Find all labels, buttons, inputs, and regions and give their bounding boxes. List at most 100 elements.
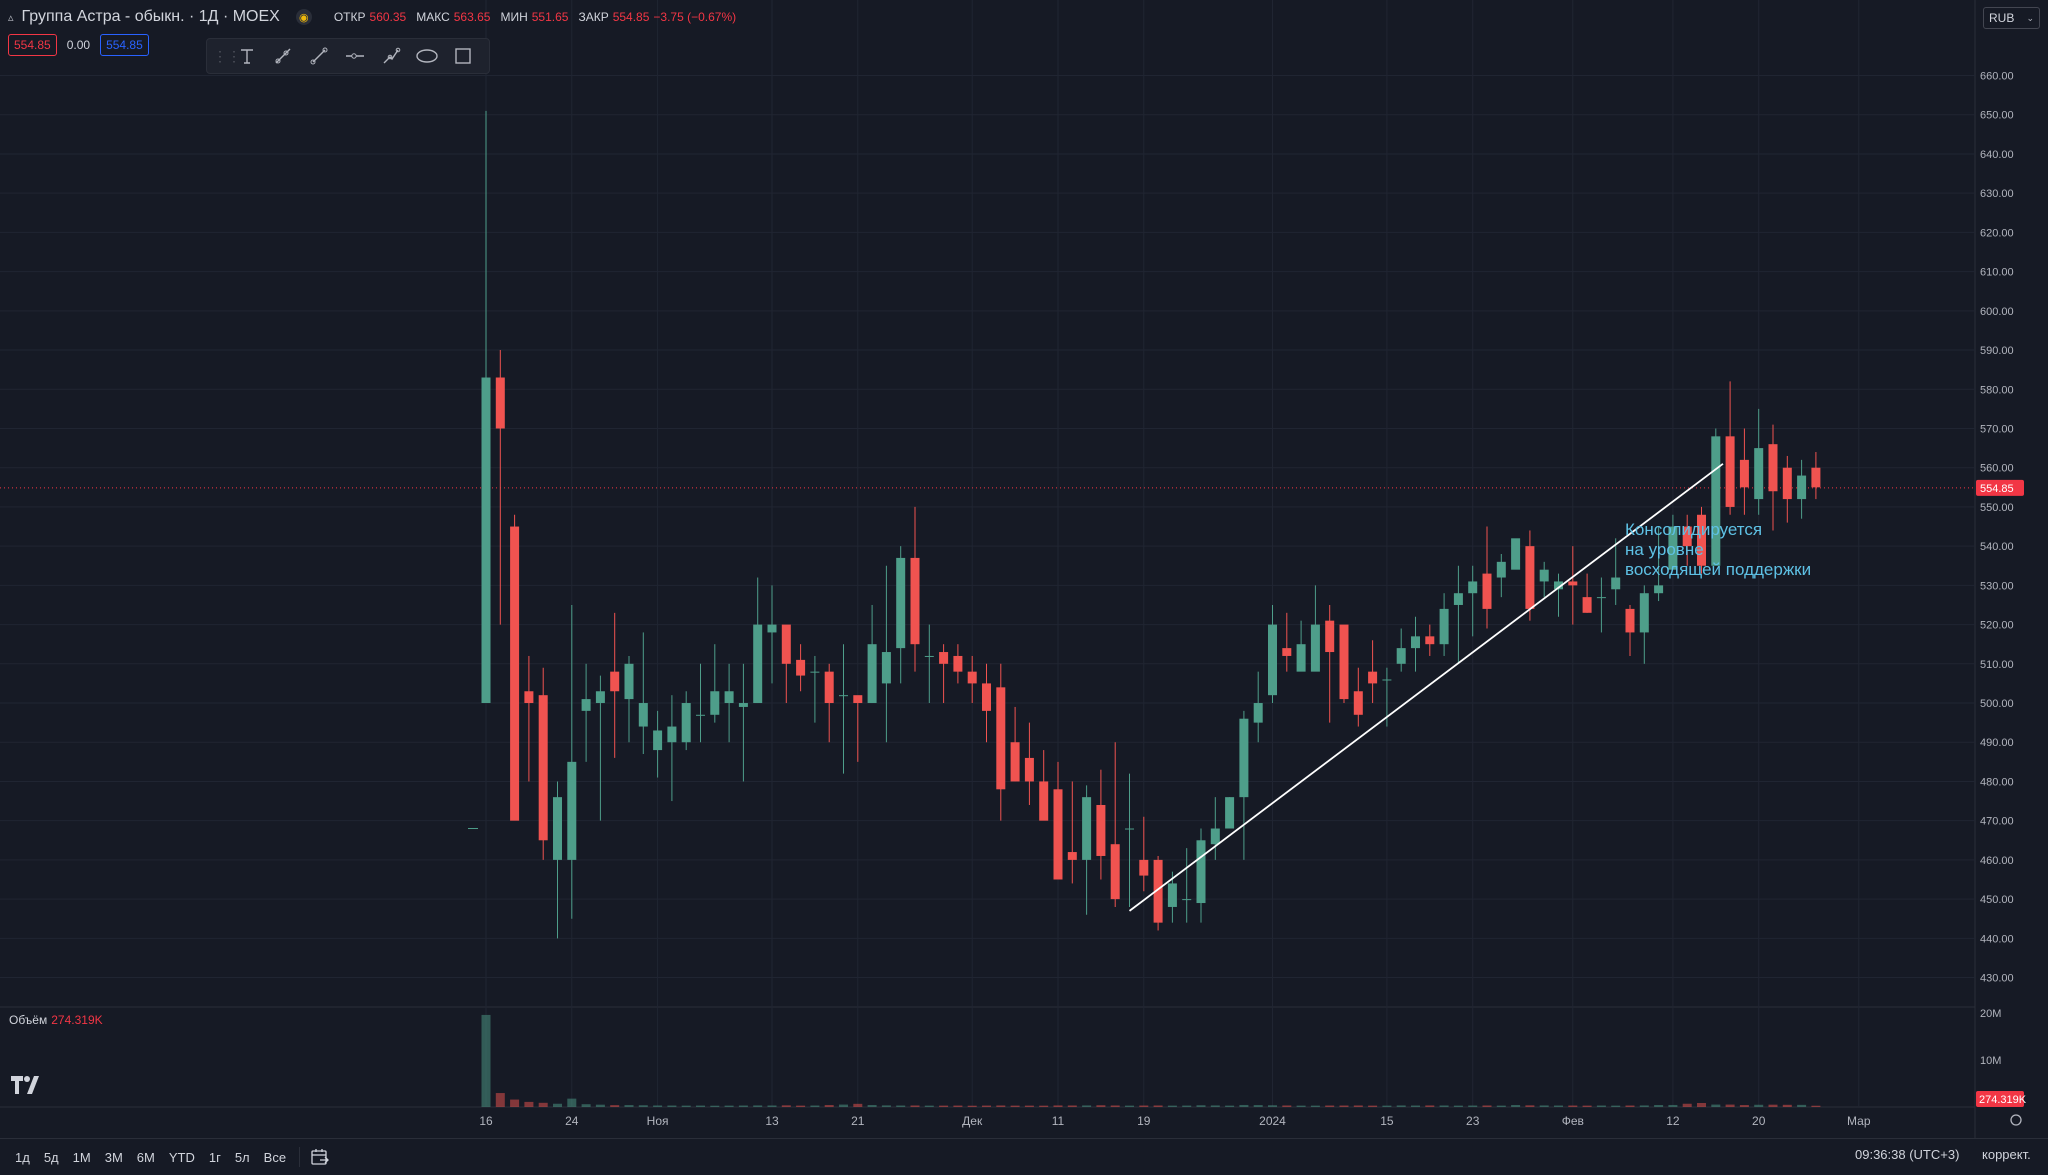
- x-tick-label: 19: [1137, 1114, 1151, 1128]
- collapse-arrow-icon[interactable]: ▵: [8, 11, 14, 24]
- period-1d-button[interactable]: 1д: [15, 1149, 30, 1165]
- symbol-title[interactable]: Группа Астра - обыкн. · 1Д · MOEX: [21, 8, 280, 25]
- candle-body: [610, 671, 620, 692]
- candle-body: [510, 526, 520, 821]
- ellipse-icon[interactable]: [411, 41, 443, 71]
- volume-bar: [910, 1105, 920, 1107]
- period-3m-button[interactable]: 3М: [104, 1149, 123, 1165]
- candle-body: [1325, 620, 1335, 653]
- sell-price-chip[interactable]: 554.85: [8, 34, 57, 56]
- volume-tick-label: 10M: [1980, 1055, 2001, 1067]
- period-ytd-button[interactable]: YTD: [168, 1149, 195, 1165]
- exchange-flag-icon: ◉: [295, 9, 312, 25]
- candle-body: [495, 377, 505, 429]
- period-5y-button[interactable]: 5л: [234, 1149, 250, 1165]
- clock-readout[interactable]: 09:36:38 (UTC+3): [1855, 1147, 1960, 1162]
- candle-body: [1482, 573, 1492, 609]
- text-tool-icon[interactable]: [231, 41, 263, 71]
- volume-bar: [567, 1098, 577, 1107]
- symbol-legend[interactable]: ▵ Группа Астра - обыкн. · 1Д · MOEX ◉ ОТ…: [8, 8, 736, 26]
- candle-body: [1353, 691, 1363, 715]
- x-tick-label: Ноя: [647, 1114, 669, 1128]
- candle-body: [1196, 840, 1206, 904]
- y-tick-label: 590.00: [1980, 345, 2014, 357]
- currency-select[interactable]: RUB ⌄: [1983, 7, 2040, 29]
- candle-body: [1525, 546, 1535, 609]
- volume-bar: [1125, 1105, 1134, 1107]
- candle-body: [538, 695, 548, 841]
- volume-bar: [1268, 1105, 1277, 1107]
- candle-body: [1024, 757, 1034, 782]
- candle-body: [967, 671, 977, 684]
- volume-bar: [1739, 1105, 1749, 1107]
- y-tick-label: 620.00: [1980, 227, 2014, 239]
- candle-body: [1797, 475, 1807, 500]
- candle-body: [1167, 883, 1177, 907]
- drag-handle-icon[interactable]: ⋮⋮: [213, 47, 241, 64]
- candle-body: [1768, 444, 1778, 492]
- candle-body: [1096, 804, 1106, 856]
- volume-bar: [1067, 1105, 1077, 1107]
- candle-body: [1225, 797, 1235, 829]
- volume-bar: [1296, 1105, 1306, 1107]
- volume-bar: [1039, 1105, 1049, 1107]
- candle-body: [567, 761, 577, 860]
- volume-bar: [653, 1105, 663, 1107]
- drawing-toolbar: ⋮⋮: [206, 38, 490, 74]
- volume-bar: [1225, 1105, 1235, 1107]
- spread-value: 0.00: [66, 38, 91, 52]
- trend-line-icon[interactable]: [303, 41, 335, 71]
- y-tick-label: 520.00: [1980, 620, 2014, 632]
- period-6m-button[interactable]: 6М: [136, 1149, 155, 1165]
- period-1m-button[interactable]: 1М: [72, 1149, 91, 1165]
- candle-body: [1711, 436, 1721, 566]
- y-tick-label: 470.00: [1980, 816, 2014, 828]
- price-chart[interactable]: 430.00 440.00 450.00 460.00 470.00 480.00 490.…: [0, 0, 2048, 1138]
- period-all-button[interactable]: Все: [263, 1149, 287, 1165]
- candle-body: [696, 714, 705, 716]
- candle-body: [1554, 581, 1563, 590]
- candle-body: [710, 691, 720, 715]
- rectangle-icon[interactable]: [447, 41, 479, 71]
- candle-body: [1239, 718, 1249, 798]
- x-tick-label: 13: [765, 1114, 779, 1128]
- volume-bar: [1368, 1105, 1378, 1107]
- candle-body: [1125, 828, 1134, 830]
- calendar-range-icon[interactable]: [310, 1148, 330, 1166]
- candle-body: [1539, 569, 1549, 582]
- volume-bar: [1382, 1105, 1392, 1107]
- period-1y-button[interactable]: 1г: [208, 1149, 221, 1165]
- horizontal-ray-icon[interactable]: [339, 41, 371, 71]
- candle-body: [1682, 526, 1692, 547]
- volume-bar: [867, 1105, 877, 1107]
- candle-body: [1396, 648, 1406, 664]
- candle-body: [853, 695, 863, 704]
- volume-bar: [982, 1105, 991, 1107]
- volume-legend[interactable]: Объём 274.319K: [9, 1013, 103, 1027]
- y-tick-label: 600.00: [1980, 306, 2014, 318]
- candle-body: [1511, 538, 1521, 570]
- ohlc-readout: ОТКР 560.35 МАКС 563.65 МИН 551.65 ЗАКР 554.…: [328, 10, 736, 24]
- path-tool-icon[interactable]: [375, 41, 407, 71]
- volume-bar: [1468, 1105, 1478, 1107]
- y-tick-label: 440.00: [1980, 933, 2014, 945]
- candle-body: [953, 655, 963, 672]
- high-label: МАКС: [416, 10, 450, 24]
- candle-body: [896, 557, 906, 649]
- candle-body: [839, 695, 848, 697]
- adjustment-toggle[interactable]: коррект.: [1982, 1147, 2031, 1162]
- period-5d-button[interactable]: 5д: [43, 1149, 59, 1165]
- ray-tool-icon[interactable]: [267, 41, 299, 71]
- chart-annotation[interactable]: Консолидируется на уровне восходящей под…: [1625, 520, 1811, 580]
- buy-price-chip[interactable]: 554.85: [100, 34, 149, 56]
- y-tick-label: 490.00: [1980, 737, 2014, 749]
- volume-bar: [1482, 1105, 1492, 1107]
- candle-body: [1268, 624, 1277, 696]
- volume-bar: [753, 1105, 763, 1107]
- tradingview-logo-icon[interactable]: [11, 1076, 43, 1094]
- candle-body: [553, 797, 562, 860]
- volume-bar: [1253, 1105, 1263, 1107]
- volume-bar: [996, 1105, 1006, 1107]
- candle-body: [781, 624, 791, 664]
- volume-value-tag: [1976, 1091, 2024, 1107]
